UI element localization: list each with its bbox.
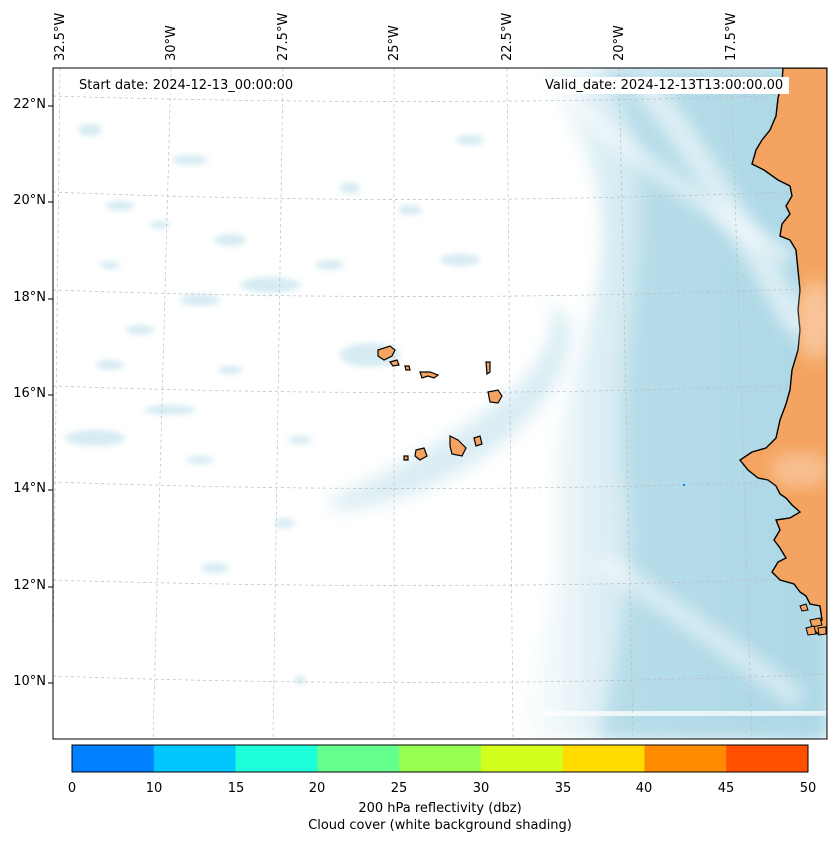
lon-label-32.5w: 32.5°W (53, 12, 68, 61)
lat-label-12n: 12°N (13, 578, 46, 593)
cape-verde-islands (377, 345, 503, 461)
lat-ticks (48, 105, 53, 684)
colorbar (72, 745, 809, 772)
colorbar-segment (726, 745, 809, 772)
colorbar-tick: 25 (390, 781, 408, 796)
lon-label-20w: 20°W (612, 25, 627, 61)
colorbar-frame (71, 744, 809, 773)
colorbar-segment (235, 745, 318, 772)
lon-label-30w: 30°W (164, 25, 179, 61)
colorbar-sublabel: Cloud cover (white background shading) (308, 818, 572, 833)
colorbar-tick: 10 (145, 781, 163, 796)
colorbar-segment (399, 745, 482, 772)
lat-label-10n: 10°N (13, 674, 46, 689)
bijagos-islands (799, 603, 827, 636)
colorbar-segment (480, 745, 564, 772)
lon-label-17.5w: 17.5°W (724, 12, 739, 61)
lat-label-14n: 14°N (13, 481, 46, 496)
colorbar-tick: 50 (799, 781, 817, 796)
reflectivity-speck (683, 484, 685, 486)
lat-label-20n: 20°N (13, 193, 46, 208)
cloud-cover (65, 68, 827, 739)
colorbar-segment (317, 745, 400, 772)
colorbar-tick: 45 (717, 781, 735, 796)
colorbar-tick: 15 (227, 781, 245, 796)
start-date-label: Start date: 2024-12-13_00:00:00 (73, 77, 300, 94)
africa-landmass (738, 68, 827, 635)
lon-label-22.5w: 22.5°W (500, 12, 515, 61)
lon-label-25w: 25°W (387, 25, 402, 61)
colorbar-tick: 0 (67, 781, 77, 796)
colorbar-tick: 30 (472, 781, 490, 796)
lat-label-16n: 16°N (13, 386, 46, 401)
colorbar-tick: 40 (635, 781, 653, 796)
colorbar-segment (153, 745, 237, 772)
colorbar-segment (562, 745, 645, 772)
gridlines (53, 68, 827, 739)
colorbar-label: 200 hPa reflectivity (dbz) (358, 801, 522, 816)
colorbar-segment (644, 745, 727, 772)
colorbar-segment (72, 745, 155, 772)
lon-label-27.5w: 27.5°W (276, 12, 291, 61)
colorbar-tick: 20 (308, 781, 326, 796)
lat-label-18n: 18°N (13, 290, 46, 305)
map-frame (52, 67, 828, 740)
colorbar-tick: 35 (554, 781, 572, 796)
valid-date-label: Valid_date: 2024-12-13T13:00:00.00 (539, 77, 790, 94)
lat-label-22n: 22°N (13, 97, 46, 112)
